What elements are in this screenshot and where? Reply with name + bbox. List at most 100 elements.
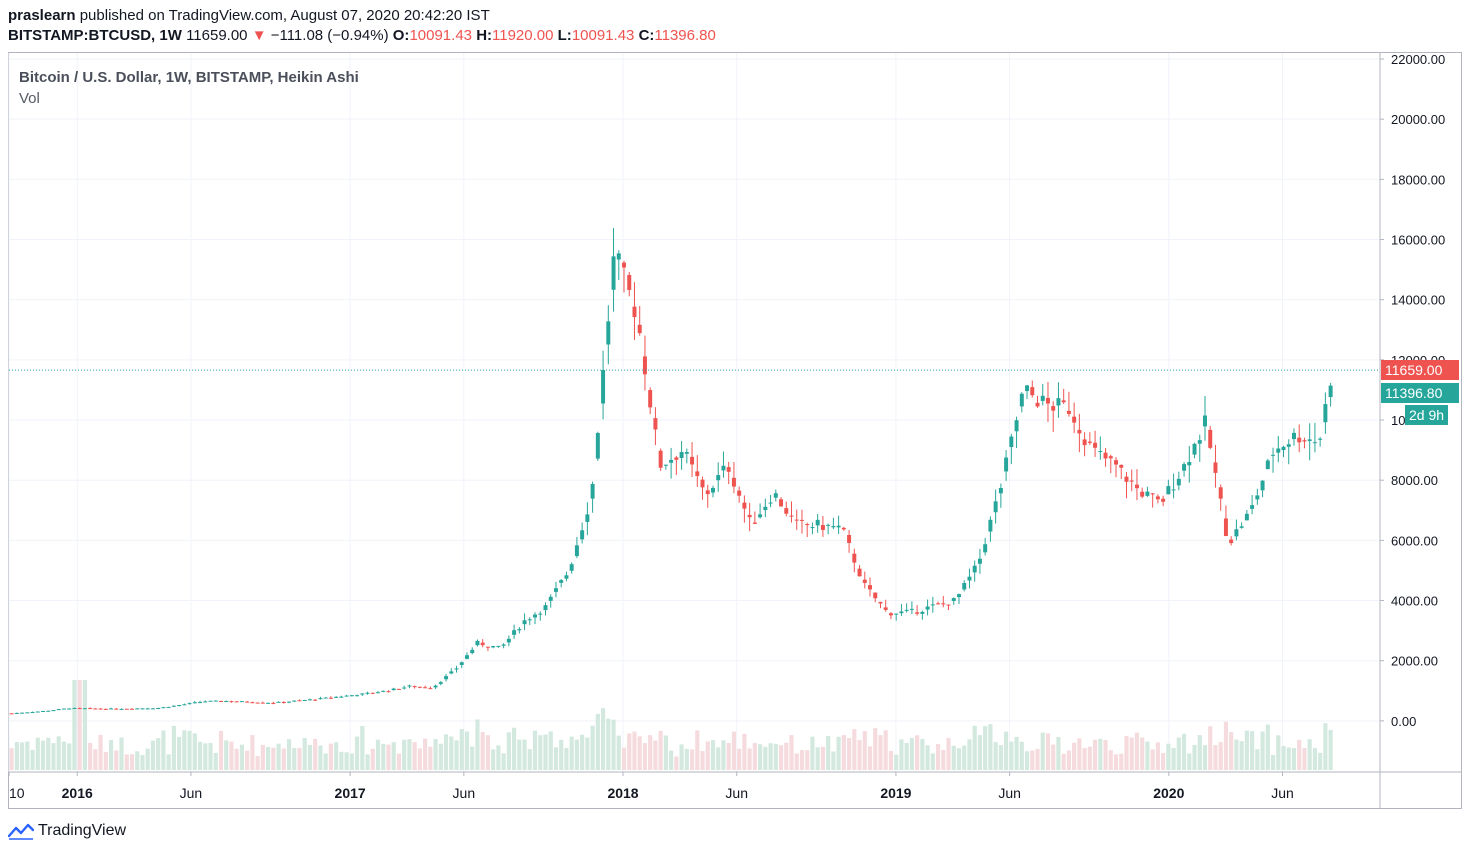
volume-bar bbox=[1265, 724, 1270, 770]
volume-bar bbox=[1124, 735, 1129, 770]
volume-bar bbox=[501, 753, 506, 770]
candle-body bbox=[1182, 464, 1187, 471]
volume-bar bbox=[805, 750, 810, 770]
candle-body bbox=[690, 456, 695, 465]
candle-body bbox=[768, 502, 773, 504]
volume-bar bbox=[684, 748, 689, 770]
candle-body bbox=[1145, 491, 1150, 496]
volume-bar bbox=[140, 754, 145, 770]
candle-body bbox=[72, 707, 77, 709]
volume-bar bbox=[339, 751, 344, 770]
candle-body bbox=[716, 475, 721, 481]
volume-bar bbox=[951, 745, 956, 770]
candle-body bbox=[67, 708, 72, 710]
volume-bar bbox=[475, 719, 480, 770]
volume-bar bbox=[585, 737, 590, 770]
volume-bar bbox=[758, 744, 763, 770]
candle-body bbox=[1025, 385, 1030, 392]
candle-body bbox=[444, 676, 449, 680]
volume-bar bbox=[820, 746, 826, 770]
candle-body bbox=[799, 519, 804, 521]
volume-bar bbox=[370, 748, 375, 770]
candle-body bbox=[1082, 439, 1087, 446]
volume-bar bbox=[1161, 753, 1166, 770]
volume-bar bbox=[1092, 739, 1098, 770]
candle-body bbox=[402, 687, 407, 689]
candle-body bbox=[1098, 451, 1103, 453]
candle-body bbox=[292, 700, 297, 702]
volume-bar bbox=[627, 733, 632, 770]
volume-bar bbox=[1291, 748, 1297, 770]
volume-bar bbox=[909, 737, 914, 770]
time-axis[interactable]: 10 2016 Jun 2017 Jun 2018 Jun 2019 Jun 2020 Jun bbox=[8, 771, 1461, 801]
candle-body bbox=[150, 708, 155, 710]
volume-bar bbox=[1286, 747, 1291, 770]
candle-body bbox=[1066, 410, 1071, 414]
chart-legend: Bitcoin / U.S. Dollar, 1W, BITSTAMP, Hei… bbox=[19, 67, 359, 109]
candle-body bbox=[1323, 404, 1328, 423]
y-tick-label: 0.00 bbox=[1391, 714, 1416, 729]
published-text: published on TradingView.com, August 07,… bbox=[79, 7, 490, 24]
candle-body bbox=[747, 514, 752, 518]
volume-bar bbox=[1072, 742, 1077, 770]
candle-body bbox=[198, 702, 203, 704]
volume-bar bbox=[836, 736, 841, 770]
volume-bar bbox=[1312, 748, 1318, 770]
volume-bar bbox=[328, 743, 333, 770]
volume-bar bbox=[67, 743, 72, 770]
candle-body bbox=[391, 688, 396, 691]
volume-bar bbox=[648, 735, 653, 770]
volume-bar bbox=[731, 731, 737, 770]
volume-bar bbox=[553, 747, 559, 770]
candle-body bbox=[820, 524, 825, 530]
volume-bar bbox=[1150, 749, 1155, 770]
volume-bar bbox=[710, 740, 716, 770]
volume-bar bbox=[888, 750, 894, 770]
volume-bar bbox=[705, 741, 710, 770]
x-tick-label: 2016 bbox=[62, 785, 93, 801]
candle-body bbox=[1103, 452, 1108, 459]
volume-bar bbox=[511, 727, 517, 770]
volume-bar bbox=[265, 746, 271, 770]
candle-body bbox=[51, 710, 56, 712]
volume-bar bbox=[559, 739, 564, 770]
candle-body bbox=[1271, 454, 1276, 456]
volume-bar bbox=[1066, 750, 1072, 770]
candle-body bbox=[962, 582, 967, 590]
close-value: 11396.80 bbox=[654, 27, 716, 44]
volume-bar bbox=[867, 746, 873, 770]
candle-body bbox=[276, 701, 281, 703]
volume-bar bbox=[281, 748, 286, 770]
candle-body bbox=[208, 700, 213, 702]
footer-brand[interactable]: TradingView bbox=[8, 822, 126, 840]
volume-bar bbox=[234, 748, 239, 770]
volume-bar bbox=[642, 743, 648, 770]
candle-body bbox=[323, 697, 328, 699]
volume-bar bbox=[428, 746, 433, 770]
candle-body bbox=[1014, 420, 1019, 432]
candle-body bbox=[1061, 400, 1066, 403]
candle-body bbox=[491, 646, 496, 648]
volume-bar bbox=[40, 740, 46, 770]
volume-bar bbox=[344, 752, 349, 770]
candle-body bbox=[266, 702, 271, 704]
candle-body bbox=[1108, 456, 1113, 459]
candle-body bbox=[574, 545, 579, 557]
volume-bar bbox=[156, 738, 161, 770]
candle-body bbox=[423, 687, 428, 689]
volume-bar bbox=[831, 751, 836, 770]
volume-bar bbox=[14, 741, 19, 770]
price-axis[interactable]: 0.002000.004000.006000.008000.0010000.00… bbox=[1379, 52, 1445, 808]
candle-body bbox=[810, 527, 815, 529]
volume-bar bbox=[491, 749, 496, 770]
author-name[interactable]: praslearn bbox=[8, 7, 76, 24]
volume-bar bbox=[935, 744, 941, 770]
volume-bar bbox=[852, 729, 857, 770]
candle-body bbox=[601, 370, 606, 404]
candle-body bbox=[590, 483, 595, 499]
volume-bar bbox=[250, 735, 255, 770]
volume-bar bbox=[1061, 753, 1066, 770]
x-tick-label: Jun bbox=[1271, 785, 1294, 801]
volume-bar bbox=[124, 754, 129, 770]
